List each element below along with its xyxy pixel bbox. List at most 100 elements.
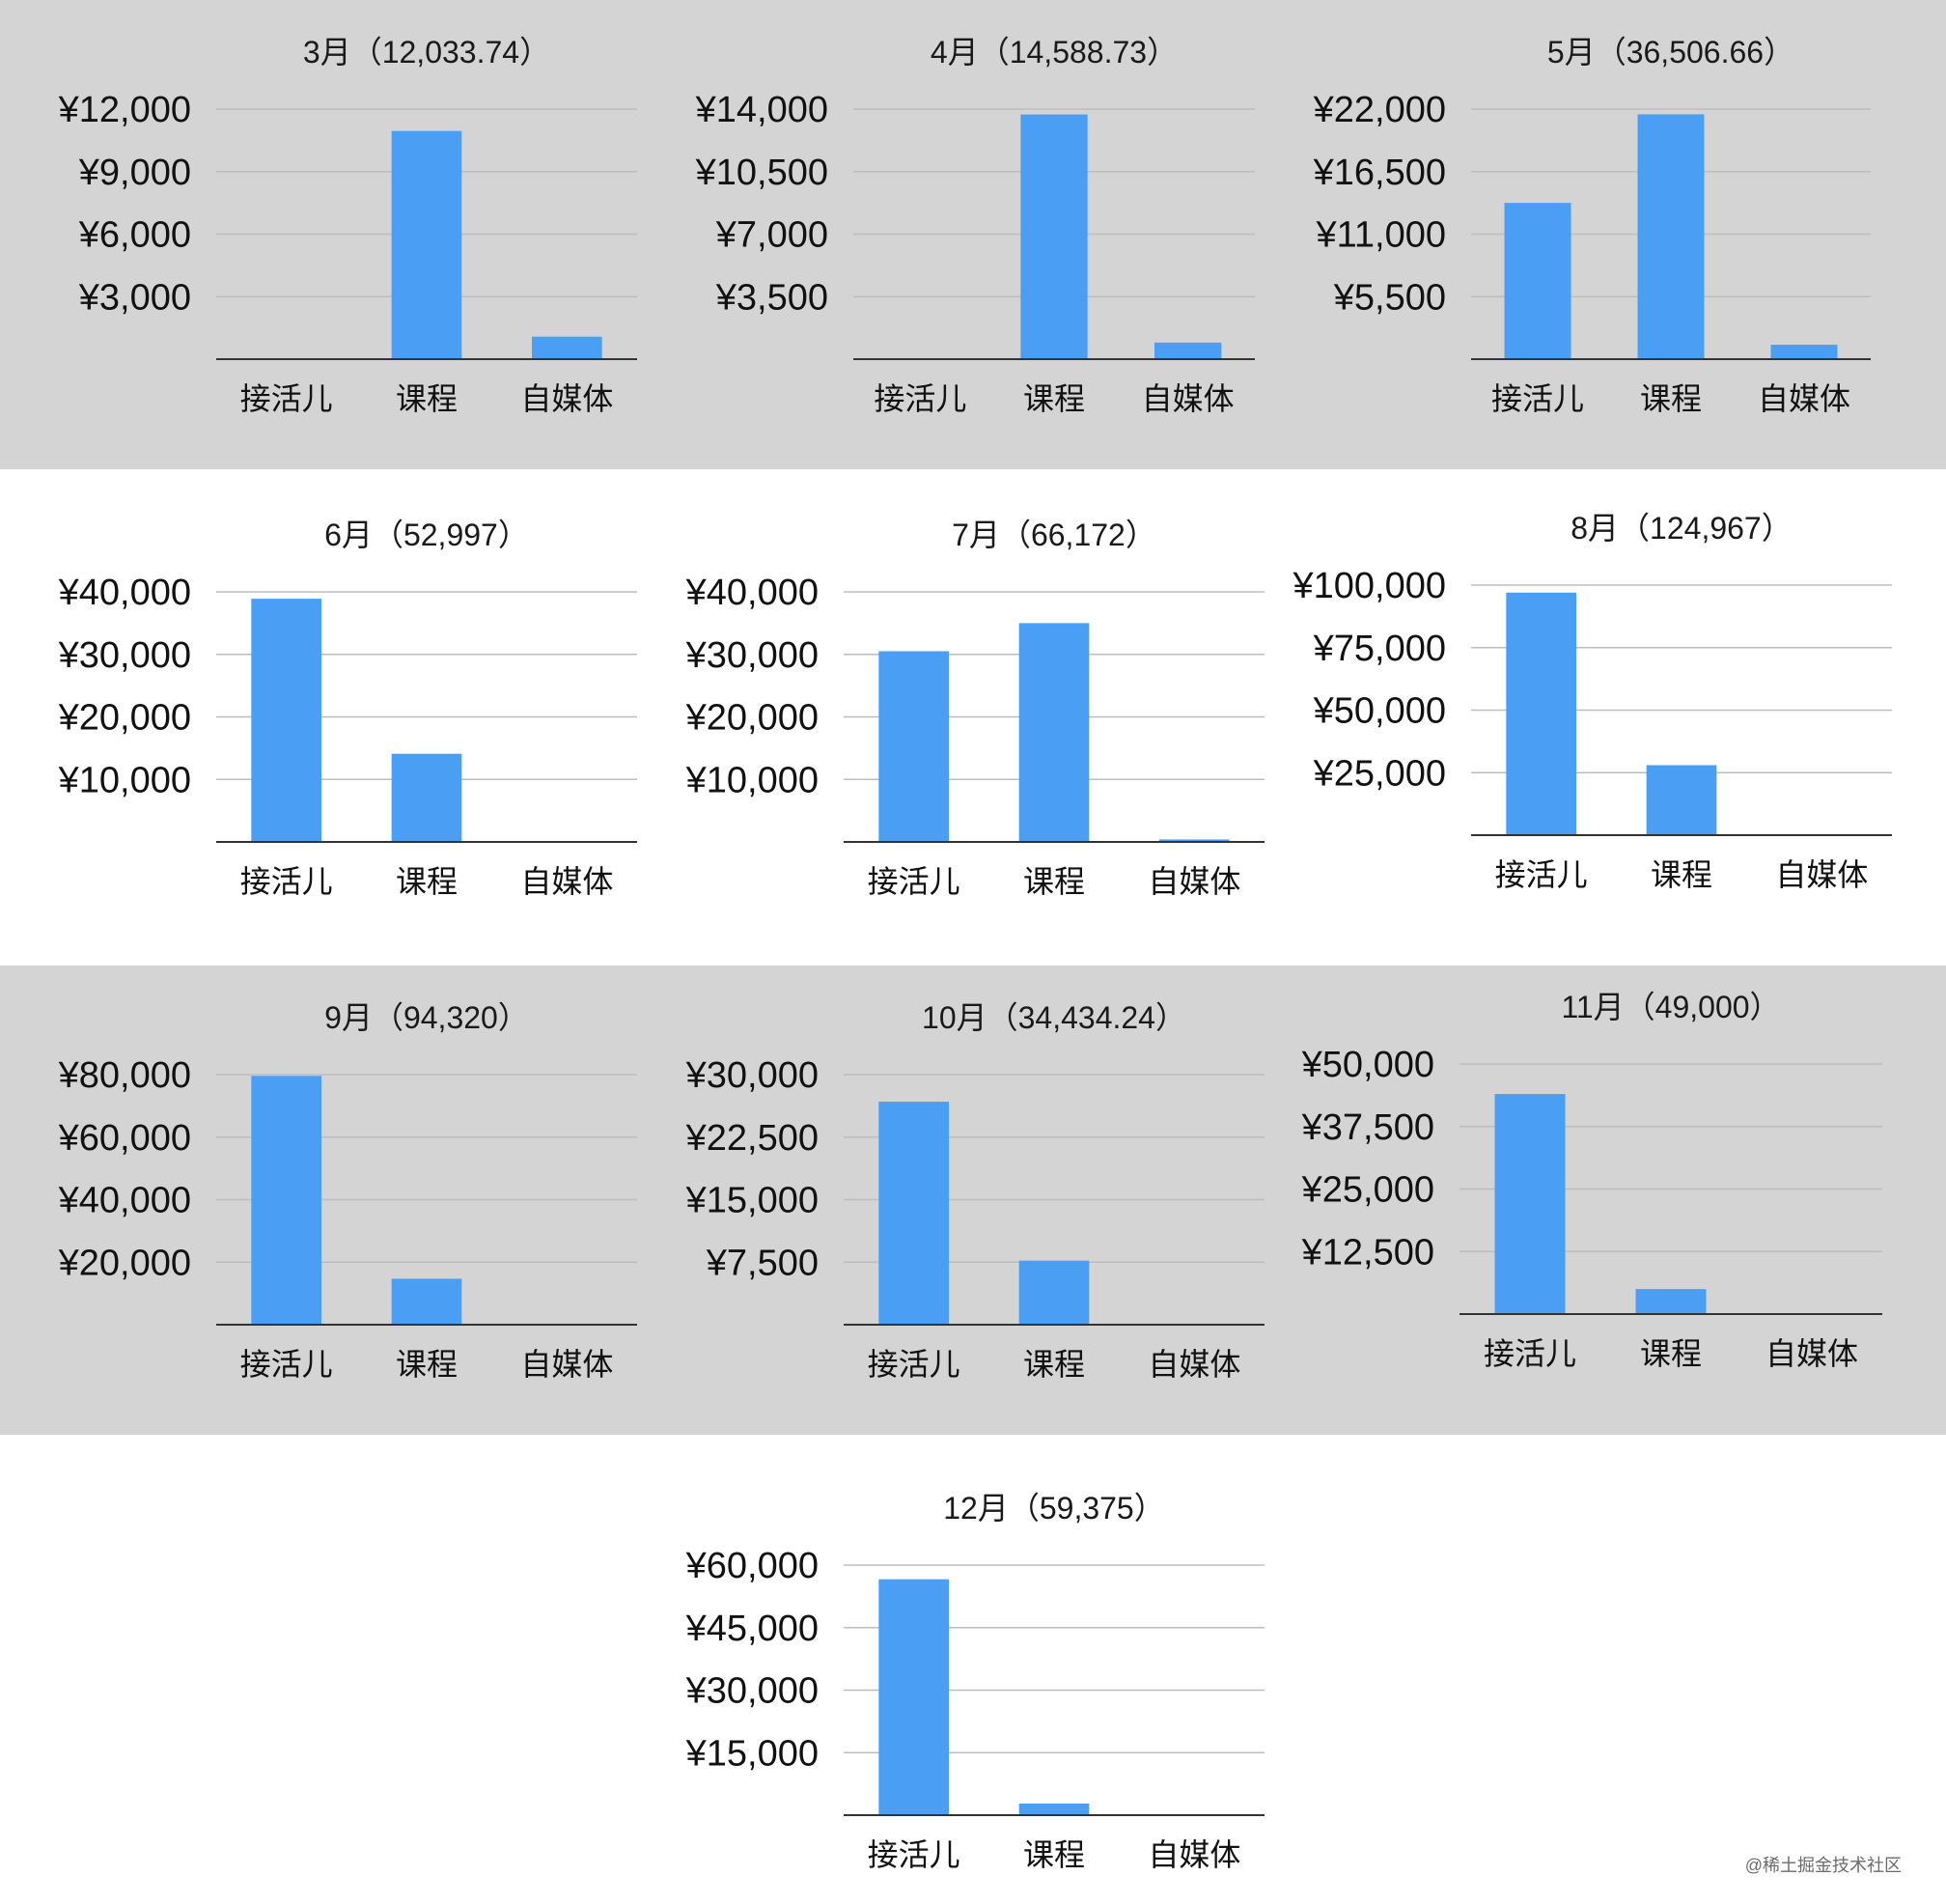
y-tick-label: ¥80,000 <box>58 1055 191 1096</box>
category-label: 自媒体 <box>1765 1336 1858 1371</box>
bar-课程 <box>1018 623 1090 842</box>
category-label: 接活儿 <box>868 1347 960 1382</box>
y-tick-label: ¥40,000 <box>58 1181 191 1221</box>
y-tick-label: ¥6,000 <box>78 215 191 256</box>
bar-课程 <box>1635 1289 1707 1314</box>
chart-6: 8月（124,967） ¥25,000 ¥50,000 ¥75,000 ¥100,000… <box>1293 511 1892 892</box>
y-tick-label: ¥20,000 <box>58 1243 191 1283</box>
y-tick-label: ¥40,000 <box>58 573 191 613</box>
category-label: 接活儿 <box>240 864 333 899</box>
chart-9: 11月（49,000） ¥12,500 ¥25,000 ¥37,500 ¥50,000 接… <box>1301 990 1882 1371</box>
y-tick-label: ¥12,500 <box>1301 1232 1434 1273</box>
category-label: 课程 <box>1023 1837 1085 1872</box>
bar-接活儿 <box>251 1076 321 1325</box>
bar-接活儿 <box>878 1579 949 1815</box>
y-tick-label: ¥37,500 <box>1301 1107 1434 1148</box>
chart-title: 9月（94,320） <box>324 1000 529 1035</box>
bar-课程 <box>1637 114 1705 359</box>
bar-课程 <box>391 1278 462 1325</box>
y-tick-label: ¥30,000 <box>685 1055 819 1096</box>
category-label: 课程 <box>396 864 458 899</box>
chart-1: 3月（12,033.74） ¥3,000 ¥6,000 ¥9,000 ¥12,000 接活… <box>58 35 637 416</box>
bar-自媒体 <box>1159 839 1230 842</box>
bar-接活儿 <box>1494 1094 1566 1314</box>
category-label: 自媒体 <box>1758 381 1850 416</box>
y-tick-label: ¥10,000 <box>685 760 819 800</box>
chart-title: 3月（12,033.74） <box>303 35 550 70</box>
category-label: 课程 <box>1640 1336 1702 1371</box>
y-tick-label: ¥5,500 <box>1333 277 1446 318</box>
chart-2: 4月（14,588.73） ¥3,500 ¥7,000 ¥10,500 ¥14,000 接… <box>695 35 1255 416</box>
chart-4: 6月（52,997） ¥10,000 ¥20,000 ¥30,000 ¥40,000 接活… <box>58 518 637 899</box>
y-tick-label: ¥25,000 <box>1313 753 1446 794</box>
category-label: 自媒体 <box>1148 1837 1240 1872</box>
category-label: 课程 <box>1023 864 1085 899</box>
chart-title: 10月（34,434.24） <box>922 1000 1186 1035</box>
y-tick-label: ¥7,500 <box>706 1243 819 1283</box>
category-label: 接活儿 <box>240 1347 333 1382</box>
category-label: 接活儿 <box>240 381 333 416</box>
y-tick-label: ¥30,000 <box>685 1671 819 1712</box>
category-label: 课程 <box>1023 1347 1085 1382</box>
category-label: 自媒体 <box>1148 864 1240 899</box>
y-tick-label: ¥3,500 <box>715 277 828 318</box>
category-label: 课程 <box>396 1347 458 1382</box>
bar-课程 <box>1018 1260 1090 1325</box>
chart-title: 5月（36,506.66） <box>1547 35 1794 70</box>
category-label: 接活儿 <box>1495 857 1588 892</box>
bar-课程 <box>391 753 462 842</box>
chart-title: 12月（59,375） <box>943 1491 1164 1526</box>
y-tick-label: ¥40,000 <box>685 573 819 613</box>
y-tick-label: ¥20,000 <box>685 698 819 739</box>
category-label: 自媒体 <box>520 381 613 416</box>
category-label: 接活儿 <box>1484 1336 1576 1371</box>
watermark: @稀土掘金技术社区 <box>1744 1856 1902 1875</box>
y-tick-label: ¥100,000 <box>1293 566 1447 606</box>
y-tick-label: ¥15,000 <box>685 1181 819 1221</box>
y-tick-label: ¥60,000 <box>685 1546 819 1586</box>
y-tick-label: ¥25,000 <box>1301 1170 1434 1211</box>
y-tick-label: ¥30,000 <box>58 635 191 676</box>
bar-课程 <box>1020 114 1088 359</box>
category-label: 课程 <box>1640 381 1702 416</box>
category-label: 接活儿 <box>1491 381 1584 416</box>
y-tick-label: ¥11,000 <box>1315 215 1446 256</box>
y-tick-label: ¥9,000 <box>78 153 191 193</box>
bar-接活儿 <box>878 651 949 842</box>
category-label: 自媒体 <box>520 864 613 899</box>
category-label: 自媒体 <box>1142 381 1235 416</box>
chart-title: 4月（14,588.73） <box>931 35 1178 70</box>
chart-10: 12月（59,375） ¥15,000 ¥30,000 ¥45,000 ¥60,000 接… <box>685 1491 1265 1872</box>
category-label: 自媒体 <box>1148 1347 1240 1382</box>
bar-接活儿 <box>1506 592 1576 835</box>
y-tick-label: ¥22,000 <box>1313 90 1446 130</box>
y-tick-label: ¥45,000 <box>685 1609 819 1649</box>
y-tick-label: ¥16,500 <box>1313 153 1446 193</box>
chart-7: 9月（94,320） ¥20,000 ¥40,000 ¥60,000 ¥80,000 接活… <box>58 1000 637 1382</box>
bar-接活儿 <box>251 599 321 842</box>
y-tick-label: ¥15,000 <box>685 1733 819 1774</box>
y-tick-label: ¥22,500 <box>685 1118 819 1159</box>
background-band-4 <box>0 1435 1946 1904</box>
bar-课程 <box>391 130 462 359</box>
bar-自媒体 <box>1154 342 1222 359</box>
y-tick-label: ¥12,000 <box>58 90 191 130</box>
chart-3: 5月（36,506.66） ¥5,500 ¥11,000 ¥16,500 ¥22,000… <box>1313 35 1871 416</box>
bar-接活儿 <box>1504 203 1571 359</box>
category-label: 课程 <box>1023 381 1085 416</box>
y-tick-label: ¥30,000 <box>685 635 819 676</box>
category-label: 课程 <box>1651 857 1712 892</box>
category-label: 接活儿 <box>868 1837 960 1872</box>
y-tick-label: ¥3,000 <box>78 277 191 318</box>
y-tick-label: ¥10,000 <box>58 760 191 800</box>
y-tick-label: ¥60,000 <box>58 1118 191 1159</box>
chart-8: 10月（34,434.24） ¥7,500 ¥15,000 ¥22,500 ¥30,00… <box>685 1000 1265 1382</box>
bar-课程 <box>1018 1803 1090 1815</box>
category-label: 自媒体 <box>520 1347 613 1382</box>
bar-课程 <box>1646 765 1717 835</box>
category-label: 自媒体 <box>1775 857 1868 892</box>
chart-title: 8月（124,967） <box>1571 511 1792 546</box>
category-label: 课程 <box>396 381 458 416</box>
category-label: 接活儿 <box>868 864 960 899</box>
